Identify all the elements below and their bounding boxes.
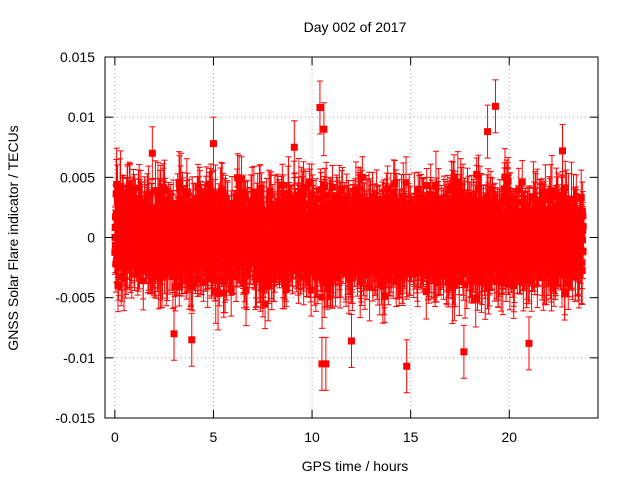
- data-point: [227, 286, 235, 294]
- data-point: [202, 261, 210, 269]
- data-point: [208, 275, 216, 283]
- data-point: [214, 289, 222, 297]
- data-point: [194, 183, 202, 191]
- data-point: [308, 191, 316, 199]
- data-point: [248, 198, 256, 206]
- data-point: [250, 189, 258, 197]
- data-point: [256, 185, 264, 193]
- data-point: [282, 285, 290, 293]
- data-point: [194, 276, 202, 284]
- data-point: [225, 219, 233, 227]
- data-series: [111, 79, 587, 394]
- data-point: [234, 174, 242, 182]
- data-point: [211, 197, 219, 205]
- data-point: [160, 185, 168, 193]
- data-point: [307, 286, 315, 294]
- data-point: [206, 180, 214, 188]
- data-point: [258, 285, 266, 293]
- data-point: [261, 300, 269, 308]
- data-point: [221, 278, 229, 286]
- data-point: [228, 202, 236, 210]
- data-point: [124, 192, 132, 200]
- data-point: [236, 262, 244, 270]
- data-point: [220, 289, 228, 297]
- data-point: [199, 279, 207, 287]
- data-point: [207, 187, 215, 195]
- data-point: [257, 274, 265, 282]
- data-point: [280, 190, 288, 198]
- data-point: [305, 178, 313, 186]
- data-point: [139, 277, 147, 285]
- data-point: [285, 189, 293, 197]
- data-point: [239, 188, 247, 196]
- data-point: [302, 183, 310, 191]
- data-point: [266, 191, 274, 199]
- data-point: [274, 205, 282, 213]
- data-point: [165, 268, 173, 276]
- data-point: [300, 273, 308, 281]
- data-point: [177, 185, 185, 193]
- data-point: [119, 189, 127, 197]
- data-point: [238, 175, 246, 183]
- data-point: [113, 180, 121, 188]
- data-point: [208, 192, 216, 200]
- data-point: [312, 272, 320, 280]
- data-point: [183, 188, 191, 196]
- data-point: [280, 279, 288, 287]
- data-point: [314, 263, 322, 271]
- data-point: [235, 181, 243, 189]
- data-point: [278, 181, 286, 189]
- data-point: [134, 269, 142, 277]
- data-point: [159, 260, 167, 268]
- data-point: [267, 201, 275, 209]
- data-point: [205, 246, 213, 254]
- data-point: [219, 190, 227, 198]
